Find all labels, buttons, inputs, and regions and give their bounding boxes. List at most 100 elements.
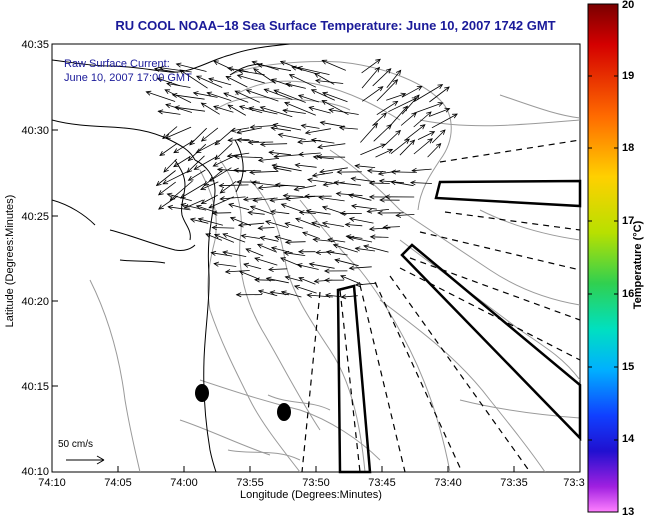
colorbar [587, 3, 619, 513]
current-vector-head [284, 239, 291, 245]
current-vector [260, 106, 293, 118]
current-vector-head [187, 175, 194, 181]
current-vector-head [294, 162, 301, 168]
current-vector [201, 127, 219, 142]
current-vector-head [427, 138, 433, 144]
current-vector [198, 218, 224, 226]
current-vector [176, 63, 207, 72]
current-vector [285, 222, 304, 229]
current-vector [260, 237, 279, 242]
current-vector [265, 220, 289, 228]
current-vector [189, 127, 207, 146]
current-vector [283, 109, 306, 114]
current-vector-head [240, 233, 247, 239]
radar-wedges [336, 179, 582, 474]
current-vector-head [233, 167, 239, 173]
current-vector [307, 179, 333, 184]
current-vector [386, 70, 402, 88]
current-vector [250, 125, 274, 128]
current-vector-head [272, 166, 279, 172]
current-vector [241, 235, 260, 239]
current-vector [225, 270, 250, 273]
current-vector [378, 170, 401, 175]
current-vector-head [166, 81, 172, 87]
current-vector [159, 143, 178, 156]
current-vector-head [227, 104, 234, 110]
current-vector-head [324, 277, 330, 283]
current-vector-head [306, 292, 313, 298]
current-vector [239, 270, 260, 280]
colorbar-tick-label: 14 [622, 433, 635, 445]
current-vector [186, 155, 205, 173]
colorbar-tick-label: 17 [622, 215, 634, 227]
x-tick-label: 74:10 [38, 477, 66, 489]
current-vector-head [310, 137, 317, 143]
scale-arrow [66, 455, 105, 465]
current-vector-head [200, 199, 207, 205]
current-vector-head [256, 243, 263, 249]
current-vector [355, 165, 376, 168]
current-vector [281, 291, 302, 298]
current-vector [404, 124, 426, 141]
current-vector-head [159, 151, 165, 157]
y-tick-label: 40:20 [21, 296, 49, 308]
current-vector-head [314, 72, 320, 78]
current-vector-head [211, 225, 218, 231]
current-vector-head [197, 217, 204, 223]
current-vector-head [334, 258, 341, 264]
current-vector-head [237, 68, 244, 74]
current-vector [391, 171, 416, 173]
current-vector [414, 84, 443, 102]
current-vector-head [274, 235, 281, 241]
current-vector-head [366, 168, 373, 174]
current-vector-head [402, 105, 408, 112]
current-vector [274, 89, 306, 103]
current-vector-head [242, 196, 249, 202]
y-tick-label: 40:15 [21, 381, 49, 393]
current-vector [268, 268, 288, 270]
current-vector [159, 67, 192, 73]
current-vector-head [269, 197, 276, 203]
current-vector-head [304, 129, 311, 135]
current-vector-head [269, 290, 276, 296]
current-vector [157, 77, 181, 87]
current-vector [367, 209, 390, 212]
current-vector-head [321, 205, 328, 211]
current-vector-head [245, 248, 252, 253]
current-vector [412, 168, 432, 172]
map-title: RU COOL NOAA–18 Sea Surface Temperature:… [115, 18, 556, 33]
current-vector-head [296, 263, 303, 269]
current-vectors [145, 58, 458, 300]
current-vector-head [339, 210, 346, 216]
current-vector-head [392, 79, 399, 85]
current-vector-head [263, 88, 270, 94]
current-vector-head [316, 154, 323, 160]
x-tick-label: 73:45 [368, 477, 396, 489]
current-vector [413, 111, 432, 128]
current-vector-head [400, 92, 407, 98]
current-vector-head [293, 186, 300, 192]
current-vector-head [213, 261, 220, 267]
current-vector-head [354, 282, 361, 288]
current-vector [180, 183, 206, 199]
current-vector [260, 143, 288, 145]
current-vector [194, 156, 218, 170]
current-vector-head [273, 89, 280, 95]
current-vector-head [372, 122, 379, 129]
current-vector [271, 211, 290, 215]
current-vector [429, 108, 450, 117]
current-vector-head [237, 222, 244, 228]
current-vector-head [216, 167, 223, 173]
current-vector [226, 76, 248, 88]
current-vector-head [308, 106, 315, 112]
current-vector-head [254, 257, 260, 262]
current-vector [167, 193, 192, 202]
current-vector-head [311, 221, 318, 227]
current-vector-head [259, 235, 266, 241]
current-vector-head [238, 105, 245, 111]
current-vector-head [363, 244, 369, 250]
current-vector-head [219, 188, 226, 194]
current-vector-head [165, 103, 171, 109]
current-vector-head [200, 136, 207, 142]
current-vector [328, 239, 346, 243]
